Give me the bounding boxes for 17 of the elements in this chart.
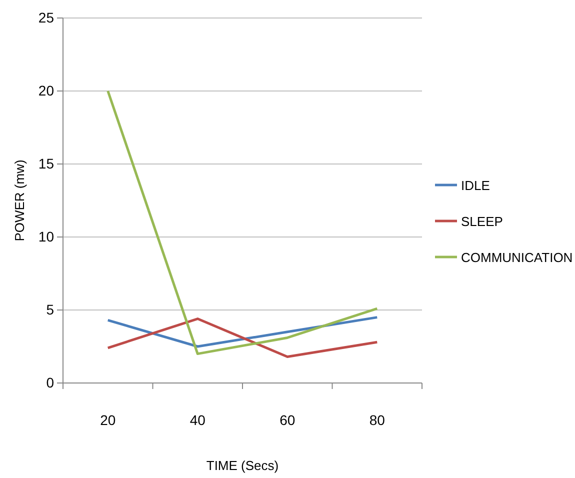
x-axis-title: TIME (Secs) bbox=[206, 458, 279, 473]
x-tick-label: 40 bbox=[190, 412, 206, 428]
line-series bbox=[106, 90, 378, 356]
y-tick-label: 10 bbox=[38, 228, 54, 244]
line-series bbox=[106, 318, 378, 358]
x-tick-label: 20 bbox=[100, 412, 116, 428]
x-tick-label: 80 bbox=[369, 412, 386, 428]
y-tick-label: 25 bbox=[38, 9, 54, 26]
y-tick-label: 15 bbox=[38, 155, 54, 172]
x-tick-label: 60 bbox=[280, 412, 296, 428]
legend-label: COMMUNICATION bbox=[461, 250, 573, 265]
y-tick-label: 20 bbox=[38, 82, 54, 98]
y-axis-title: POWER (mw) bbox=[12, 160, 27, 242]
legend-label: SLEEP bbox=[461, 214, 503, 229]
legend-label: IDLE bbox=[461, 178, 490, 193]
y-tick-label: 0 bbox=[46, 374, 54, 390]
y-tick-label: 5 bbox=[46, 301, 54, 318]
